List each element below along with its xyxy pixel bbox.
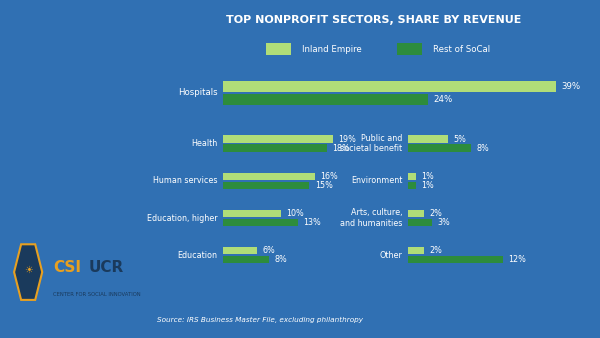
Text: 8%: 8% (476, 144, 490, 153)
Text: 10%: 10% (286, 209, 304, 218)
Text: Inland: Inland (15, 191, 67, 206)
Text: Human services: Human services (153, 176, 217, 185)
Bar (408, 172, 416, 180)
Text: 18%: 18% (332, 144, 350, 153)
Bar (223, 210, 281, 217)
Text: 1%: 1% (421, 181, 434, 190)
Text: Education: Education (178, 251, 217, 260)
Text: 16%: 16% (320, 172, 338, 181)
Text: 19%: 19% (338, 135, 356, 144)
Bar (223, 172, 315, 180)
Text: State of: State of (15, 84, 81, 99)
Text: 1%: 1% (421, 172, 434, 181)
Bar (223, 81, 556, 92)
Bar (223, 145, 327, 152)
Text: Public and
societal benefit: Public and societal benefit (340, 134, 403, 153)
Bar (223, 219, 298, 226)
Text: Arts, culture,
and humanities: Arts, culture, and humanities (340, 208, 403, 228)
Text: TOP NONPROFIT SECTORS, SHARE BY REVENUE: TOP NONPROFIT SECTORS, SHARE BY REVENUE (226, 15, 522, 25)
Text: Nonprofits: Nonprofits (15, 120, 103, 135)
Text: ☀: ☀ (24, 264, 32, 274)
Text: Source: IRS Business Master File, excluding philanthropy: Source: IRS Business Master File, exclud… (157, 317, 363, 323)
Text: 2%: 2% (429, 246, 442, 255)
Text: Other: Other (380, 251, 403, 260)
Bar (223, 256, 269, 264)
Text: 3%: 3% (437, 218, 450, 227)
Text: 39%: 39% (562, 82, 581, 91)
Text: Empire: Empire (15, 226, 73, 241)
Text: UCR: UCR (89, 260, 124, 274)
Text: CENTER FOR SOCIAL INNOVATION: CENTER FOR SOCIAL INNOVATION (53, 292, 141, 296)
Bar (408, 247, 424, 254)
Text: Rest of SoCal: Rest of SoCal (433, 45, 490, 53)
Bar (408, 182, 416, 189)
Text: 12%: 12% (508, 255, 526, 264)
Bar (266, 43, 290, 55)
Text: Education, higher: Education, higher (147, 214, 217, 222)
Text: CSI: CSI (53, 260, 82, 274)
Text: 5%: 5% (453, 135, 466, 144)
Text: 2%: 2% (429, 209, 442, 218)
Text: 24%: 24% (433, 95, 452, 104)
Text: Health: Health (191, 139, 217, 148)
Bar (408, 136, 448, 143)
Bar (223, 247, 257, 254)
Text: Environment: Environment (351, 176, 403, 185)
Text: 15%: 15% (315, 181, 333, 190)
Bar (408, 256, 503, 264)
Bar (408, 210, 424, 217)
Bar (223, 136, 332, 143)
Text: 6%: 6% (263, 246, 275, 255)
Text: 13%: 13% (303, 218, 321, 227)
Text: in the: in the (15, 155, 63, 170)
Bar (223, 94, 428, 105)
Text: 8%: 8% (274, 255, 287, 264)
Bar (408, 145, 471, 152)
Bar (223, 182, 310, 189)
Text: Hospitals: Hospitals (178, 89, 217, 97)
Text: Inland Empire: Inland Empire (302, 45, 362, 53)
Bar (397, 43, 422, 55)
Bar (408, 219, 432, 226)
